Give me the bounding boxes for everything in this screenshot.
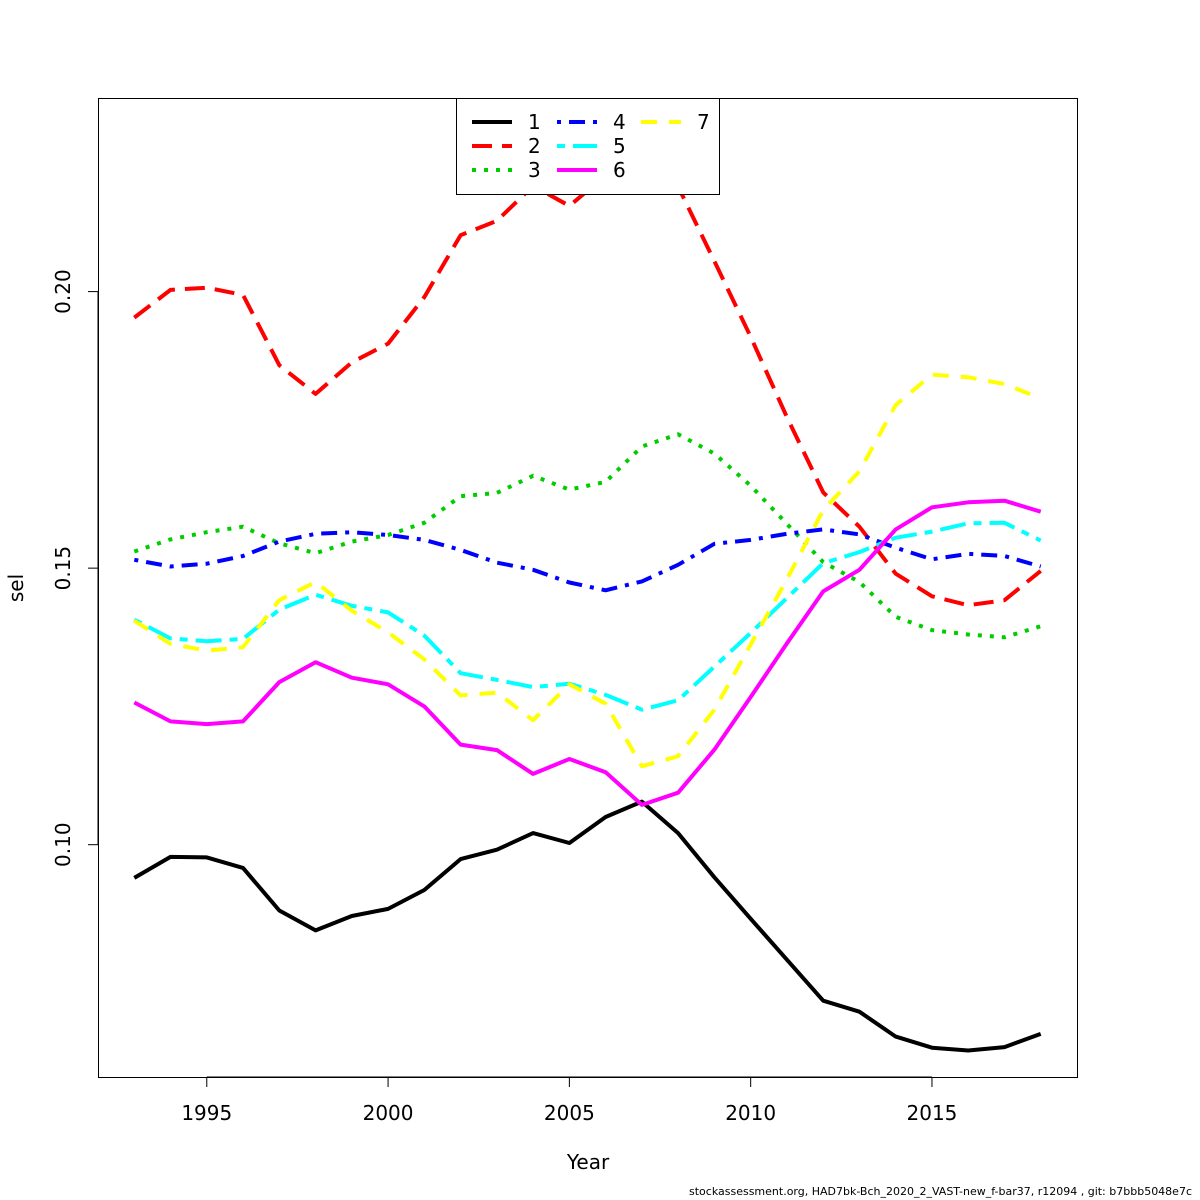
x-tick-label: 1995 bbox=[181, 1101, 232, 1125]
series-line-4 bbox=[133, 527, 1042, 593]
legend-label-7: 7 bbox=[697, 110, 710, 134]
series-line-3 bbox=[133, 432, 1042, 640]
y-tick-label: 0.10 bbox=[51, 822, 75, 867]
legend-label-1: 1 bbox=[528, 110, 541, 134]
y-tick-label: 0.15 bbox=[51, 546, 75, 591]
series-line-5 bbox=[133, 520, 1042, 712]
y-axis: 0.10 0.15 0.20 bbox=[51, 269, 99, 867]
x-tick-label: 2010 bbox=[725, 1101, 776, 1125]
footer-credit: stockassessment.org, HAD7bk-Bch_2020_2_V… bbox=[689, 1185, 1192, 1198]
y-tick-label: 0.20 bbox=[51, 269, 75, 314]
series-line-1 bbox=[133, 799, 1042, 1053]
x-axis-title: Year bbox=[566, 1150, 610, 1174]
series-line-6 bbox=[133, 498, 1042, 807]
legend-label-6: 6 bbox=[613, 158, 626, 182]
legend-label-2: 2 bbox=[528, 134, 541, 158]
y-axis-title: sel bbox=[4, 574, 28, 602]
legend: 123 456 7 bbox=[456, 98, 720, 195]
series-line-7 bbox=[133, 372, 1042, 769]
legend-label-3: 3 bbox=[528, 158, 541, 182]
legend-box bbox=[456, 98, 720, 195]
legend-label-5: 5 bbox=[613, 134, 626, 158]
legend-label-4: 4 bbox=[613, 110, 626, 134]
x-axis: 1995 2000 2005 2010 2015 bbox=[181, 1076, 958, 1125]
x-tick-label: 2015 bbox=[907, 1101, 958, 1125]
x-tick-label: 2000 bbox=[363, 1101, 414, 1125]
x-tick-label: 2005 bbox=[544, 1101, 595, 1125]
